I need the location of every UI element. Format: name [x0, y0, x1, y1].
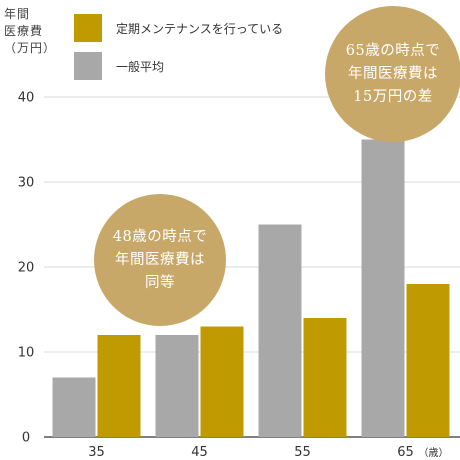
bar-average-65: [361, 139, 405, 437]
y-tick-labels: 0 10 20 30 40: [18, 91, 35, 446]
y-axis-label: 年間 医療費 （万円）: [4, 6, 56, 57]
legend-item-maintenance: 定期メンテナンスを行っている: [74, 14, 283, 42]
x-tick-label: 55: [294, 445, 311, 460]
bar-average-35: [52, 377, 96, 437]
annotation-bubble-65: 65歳の時点で 年間医療費は 15万円の差: [325, 6, 460, 142]
legend-label-average: 一般平均: [116, 59, 165, 74]
x-tick-labels: 35 45 55 65 （歳）: [88, 445, 448, 460]
y-axis-label-line: （万円）: [4, 41, 57, 55]
legend-swatch-average: [74, 52, 102, 80]
x-tick-label: 35: [88, 445, 105, 460]
bar-maintenance-65: [406, 284, 450, 437]
bar-maintenance-45: [200, 326, 244, 437]
y-axis-label-line: 年間: [4, 7, 31, 21]
y-tick-label: 0: [22, 431, 30, 446]
bar-maintenance-35: [97, 335, 141, 437]
annotation-bubble-48: 48歳の時点で 年間医療費は 同等: [94, 194, 226, 326]
bar-average-55: [258, 224, 302, 437]
legend-item-average: 一般平均: [74, 52, 283, 80]
annotation-line: 48歳の時点で: [112, 228, 208, 245]
legend-label-maintenance: 定期メンテナンスを行っている: [116, 21, 284, 36]
bars: [52, 139, 450, 437]
bar-average-45: [155, 335, 199, 437]
annotation-line: 同等: [145, 274, 175, 291]
legend-swatch-maintenance: [74, 14, 102, 42]
y-tick-label: 40: [18, 91, 35, 106]
annotation-line: 年間医療費は: [115, 251, 205, 268]
y-tick-label: 20: [18, 261, 35, 276]
bar-maintenance-55: [303, 318, 347, 437]
x-tick-label: 45: [191, 445, 208, 460]
legend: 定期メンテナンスを行っている 一般平均: [74, 14, 283, 90]
annotation-line: 65歳の時点で: [345, 42, 441, 59]
y-tick-label: 30: [18, 176, 35, 191]
y-tick-label: 10: [18, 346, 35, 361]
y-axis-label-line: 医療費: [4, 24, 44, 38]
x-axis-unit: （歳）: [419, 447, 449, 459]
annotation-line: 年間医療費は: [348, 65, 438, 82]
x-tick-label: 65: [397, 445, 414, 460]
annotation-line: 15万円の差: [353, 88, 433, 105]
